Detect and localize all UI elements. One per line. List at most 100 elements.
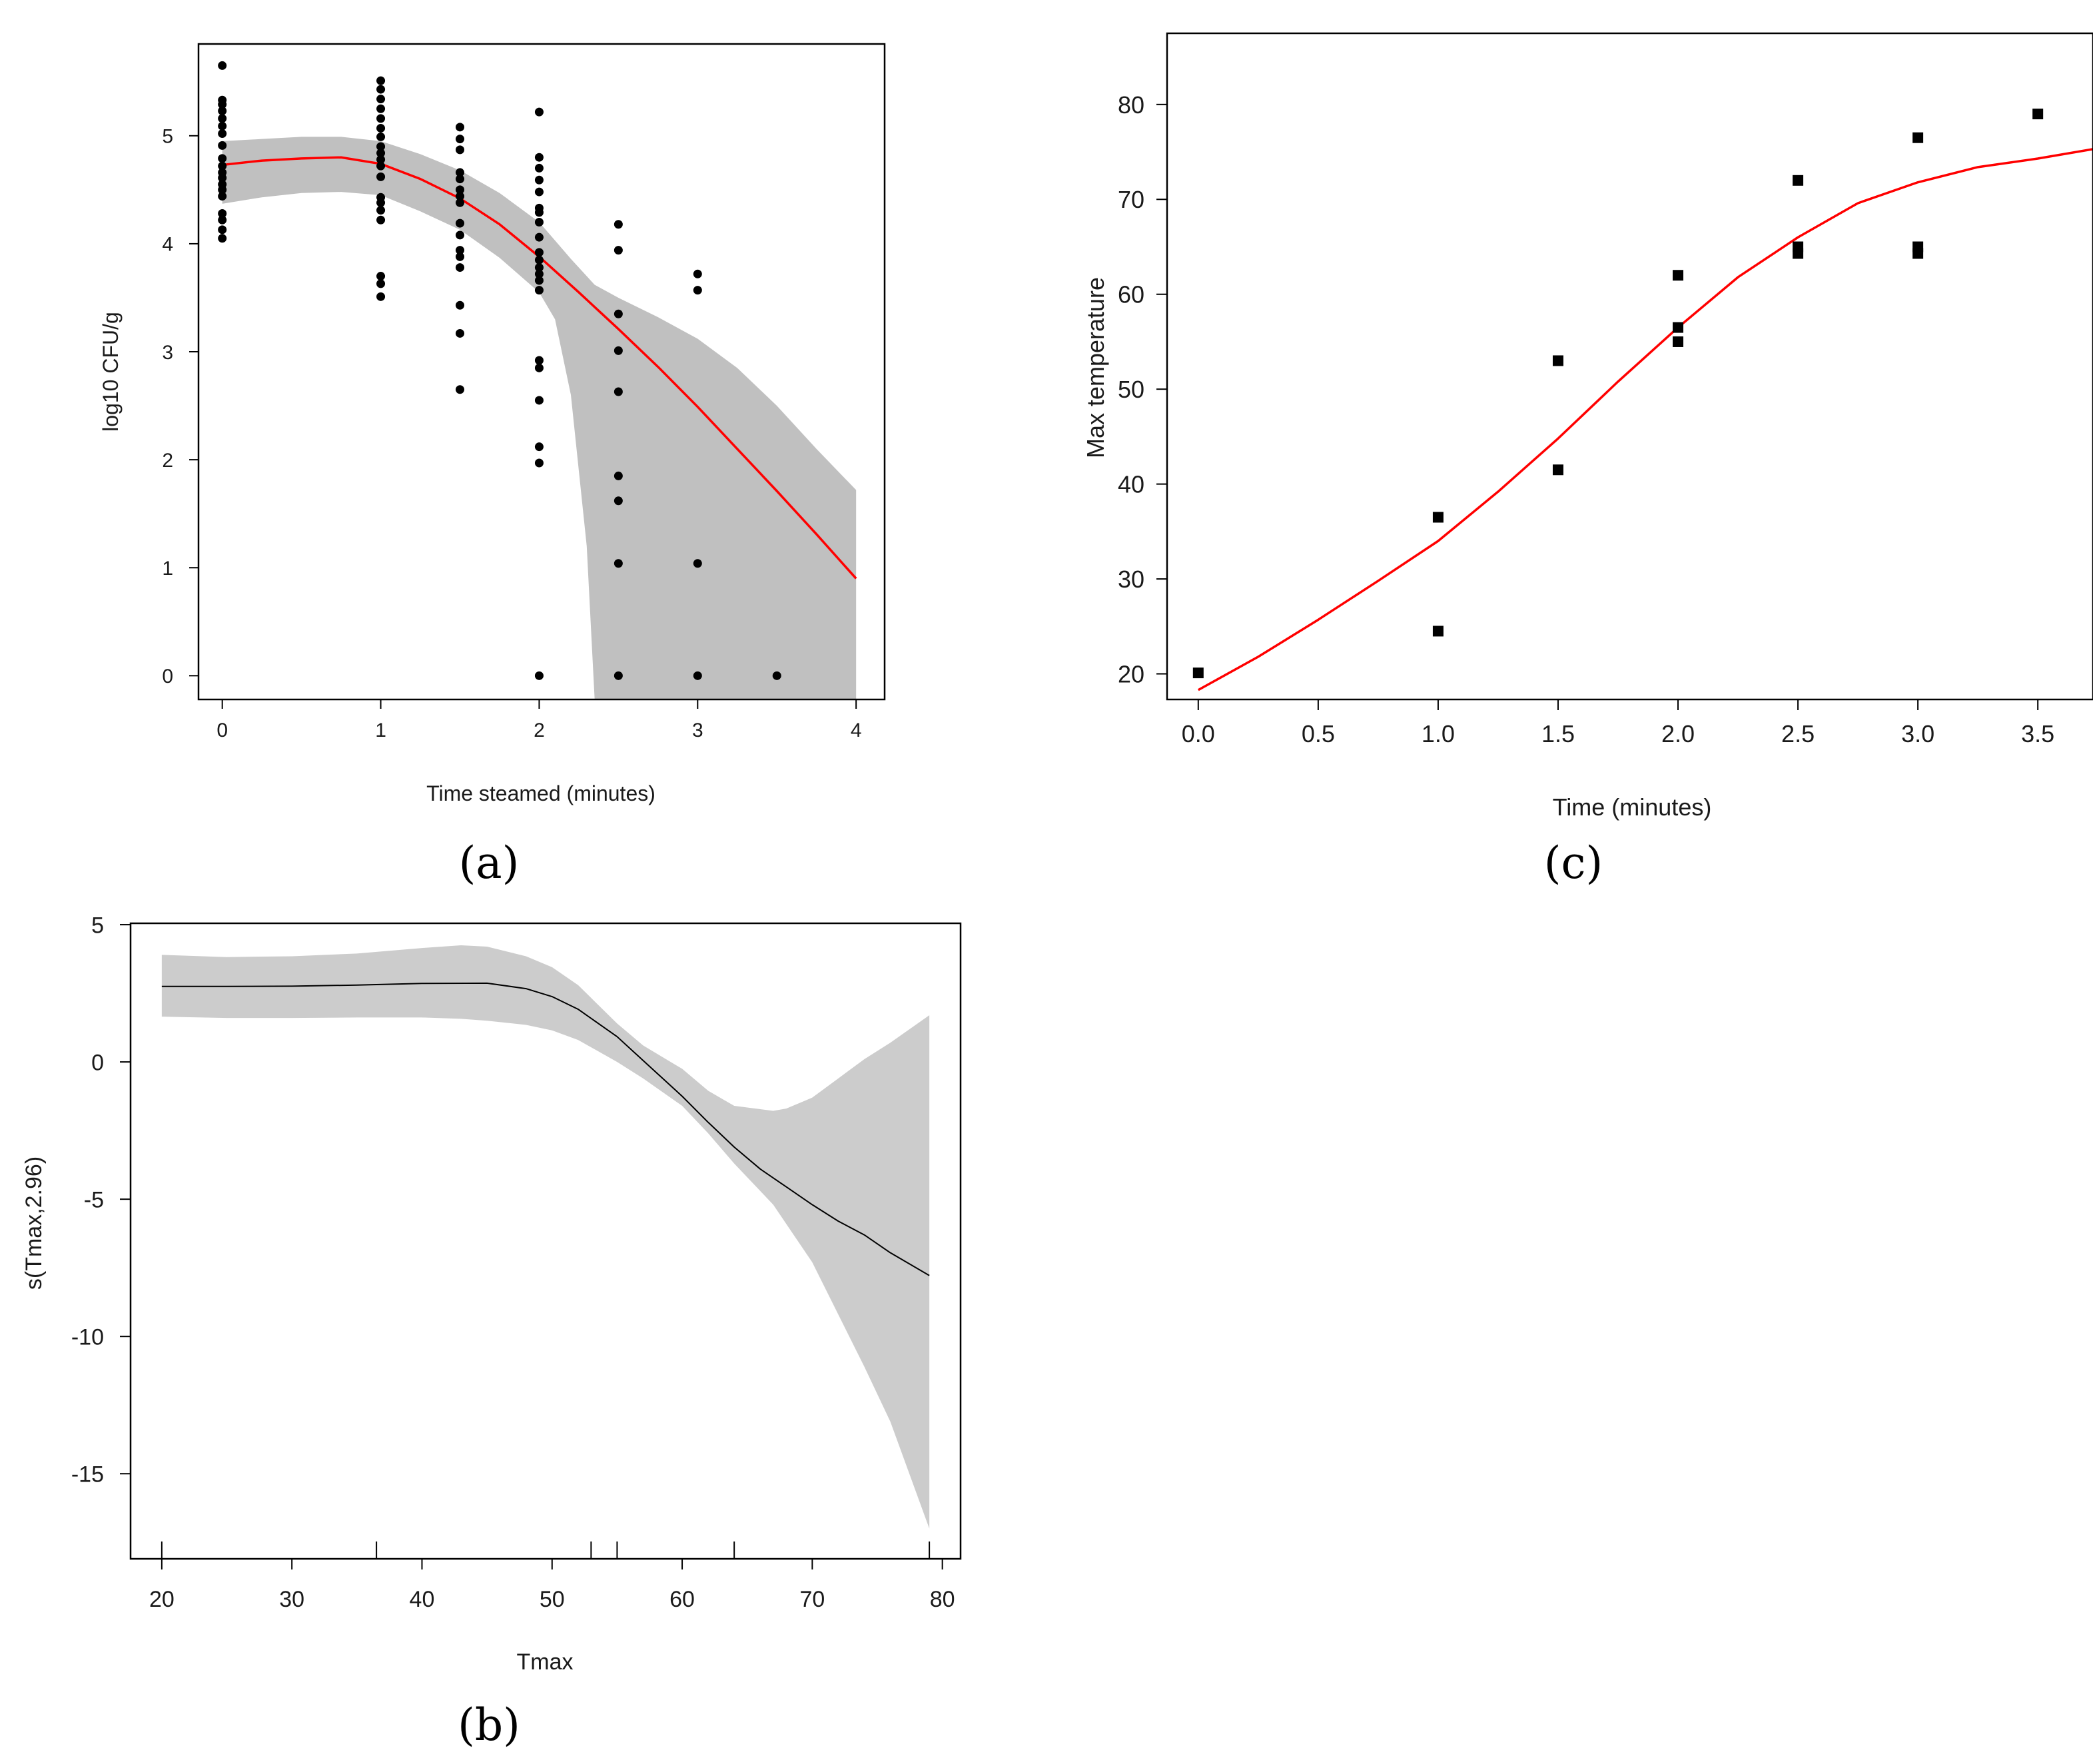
panel-a-data-point — [455, 263, 464, 272]
panel-a-data-point — [376, 161, 386, 171]
panel-a-data-point — [218, 100, 227, 109]
panel-a-data-point — [455, 252, 464, 261]
panel-a-data-point — [218, 121, 227, 131]
panel-a-data-point — [534, 187, 544, 197]
panel-a-data-point — [455, 185, 464, 195]
panel-a-x-axis: 0 1 2 3 4 — [216, 699, 862, 741]
x-tick-label: 3.0 — [1901, 720, 1934, 747]
x-tick-label: 1.0 — [1422, 720, 1455, 747]
panel-b-fit-line — [161, 982, 930, 1276]
x-tick-label: 3.5 — [2021, 720, 2054, 747]
y-tick-label: 50 — [1118, 376, 1144, 403]
x-tick-label: 0.5 — [1302, 720, 1335, 747]
panel-a-data-point — [455, 192, 464, 201]
y-tick-label: 0 — [162, 665, 173, 687]
panel-a-data-point — [534, 255, 544, 264]
panel-a-data-point — [218, 192, 227, 201]
panel-a-data-point — [455, 385, 464, 394]
y-tick-label: 80 — [1118, 91, 1144, 119]
panel-a-data-point — [534, 363, 544, 372]
x-tick-label: 1 — [375, 719, 386, 741]
panel-a-data-point — [534, 175, 544, 185]
panel-a-data-point — [376, 198, 386, 207]
panel-a-band-area — [222, 137, 857, 699]
panel-a-data-point — [534, 163, 544, 173]
panel-a-data-point — [376, 206, 386, 215]
panel-a-data-point — [218, 114, 227, 123]
panel-c-data-point — [2032, 109, 2044, 120]
panel-a-data-point — [455, 135, 464, 144]
panel-a-data-point — [455, 168, 464, 177]
panel-c-data-point — [1793, 248, 1804, 259]
x-tick-label: 2.5 — [1781, 720, 1815, 747]
panel-b-chart: 20 30 40 50 60 70 80 50-5-10-15 Tmax s(Tmax,2.… — [21, 913, 962, 1751]
panel-c-data-point — [1793, 175, 1804, 186]
panel-a-data-point — [614, 559, 623, 568]
panel-a-data-point — [376, 215, 386, 224]
panel-a-label: (a) — [459, 837, 520, 889]
panel-c-data-point — [1432, 626, 1444, 637]
x-tick-label: 3 — [692, 719, 703, 741]
panel-a-data-point — [376, 104, 386, 113]
panel-c-chart: 0.0 0.5 1.0 1.5 2.0 2.5 3.0 3.5 20304050607080 … — [1082, 32, 2093, 889]
x-tick-label: 2 — [534, 719, 545, 741]
panel-a-data-point — [614, 346, 623, 355]
panel-b-y-axis: 5 0 -5 -10 -15 — [71, 913, 131, 1487]
x-tick-label: 1.5 — [1541, 720, 1575, 747]
panel-a-data-point — [376, 272, 386, 281]
panel-c-x-axis-title: Time (minutes) — [1553, 793, 1712, 821]
panel-b-rug — [161, 1542, 931, 1559]
panel-a-data-point — [772, 671, 781, 680]
panel-a-data-point — [218, 161, 227, 171]
y-tick-label: 5 — [91, 913, 104, 938]
panel-a-data-point — [693, 559, 702, 568]
panel-a-data-point — [376, 123, 386, 133]
panel-a-data-point — [218, 225, 227, 234]
panel-a-data-point — [614, 496, 623, 506]
panel-c-data-point — [1673, 322, 1684, 333]
panel-a-data-point — [376, 292, 386, 301]
y-tick-label: 2 — [162, 450, 173, 472]
panel-a-data-point — [455, 246, 464, 255]
panel-a-data-point — [218, 107, 227, 116]
panel-c-fit-clip — [1197, 148, 2093, 691]
panel-a-data-point — [218, 141, 227, 150]
panel-a-data-point — [376, 149, 386, 158]
panel-a-data-point — [218, 185, 227, 195]
panel-a-data-point — [376, 95, 386, 104]
panel-a-data-point — [614, 387, 623, 396]
x-tick-label: 60 — [669, 1587, 695, 1612]
panel-b-x-axis-title: Tmax — [517, 1649, 574, 1675]
panel-a-data-point — [455, 230, 464, 240]
panel-a-data-point — [218, 173, 227, 183]
panel-a-data-point — [218, 234, 227, 243]
panel-c-data-point — [1192, 667, 1204, 679]
panel-a-data-point — [614, 671, 623, 680]
x-tick-label: 40 — [410, 1587, 435, 1612]
panel-a-data-point — [534, 269, 544, 278]
x-tick-label: 2.0 — [1661, 720, 1695, 747]
panel-c-data-point — [1552, 355, 1563, 366]
panel-c-label: (c) — [1544, 837, 1603, 889]
panel-b-y-axis-title: s(Tmax,2.96) — [21, 1156, 47, 1290]
panel-c-data-point — [1912, 248, 1924, 259]
y-tick-label: -15 — [71, 1462, 104, 1487]
panel-a-data-point — [455, 145, 464, 155]
panel-a-data-point — [218, 209, 227, 219]
panel-a-data-point — [218, 61, 227, 70]
panel-a-data-point — [693, 671, 702, 680]
x-tick-label: 70 — [799, 1587, 825, 1612]
panel-a-confidence-band — [222, 137, 857, 699]
panel-a-data-point — [218, 215, 227, 224]
panel-a-data-point — [218, 154, 227, 163]
panel-c-smooth-curve — [1197, 148, 2093, 691]
panel-a-data-point — [376, 142, 386, 151]
panel-a-data-point — [218, 129, 227, 139]
panel-c-data-point — [1912, 132, 1924, 143]
y-tick-label: 1 — [162, 558, 173, 580]
panel-a-data-point — [534, 107, 544, 117]
x-tick-label: 4 — [851, 719, 862, 741]
panel-a-data-point — [534, 208, 544, 217]
panel-a-data-point — [614, 246, 623, 255]
